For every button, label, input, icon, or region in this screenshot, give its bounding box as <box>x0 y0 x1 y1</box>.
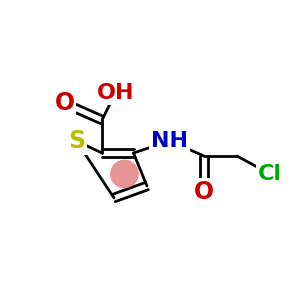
Text: O: O <box>194 180 214 204</box>
Text: OH: OH <box>97 83 134 103</box>
Text: O: O <box>54 92 75 116</box>
Text: Cl: Cl <box>258 164 282 184</box>
Text: NH: NH <box>151 131 188 151</box>
Circle shape <box>110 160 139 188</box>
Text: S: S <box>68 129 85 153</box>
